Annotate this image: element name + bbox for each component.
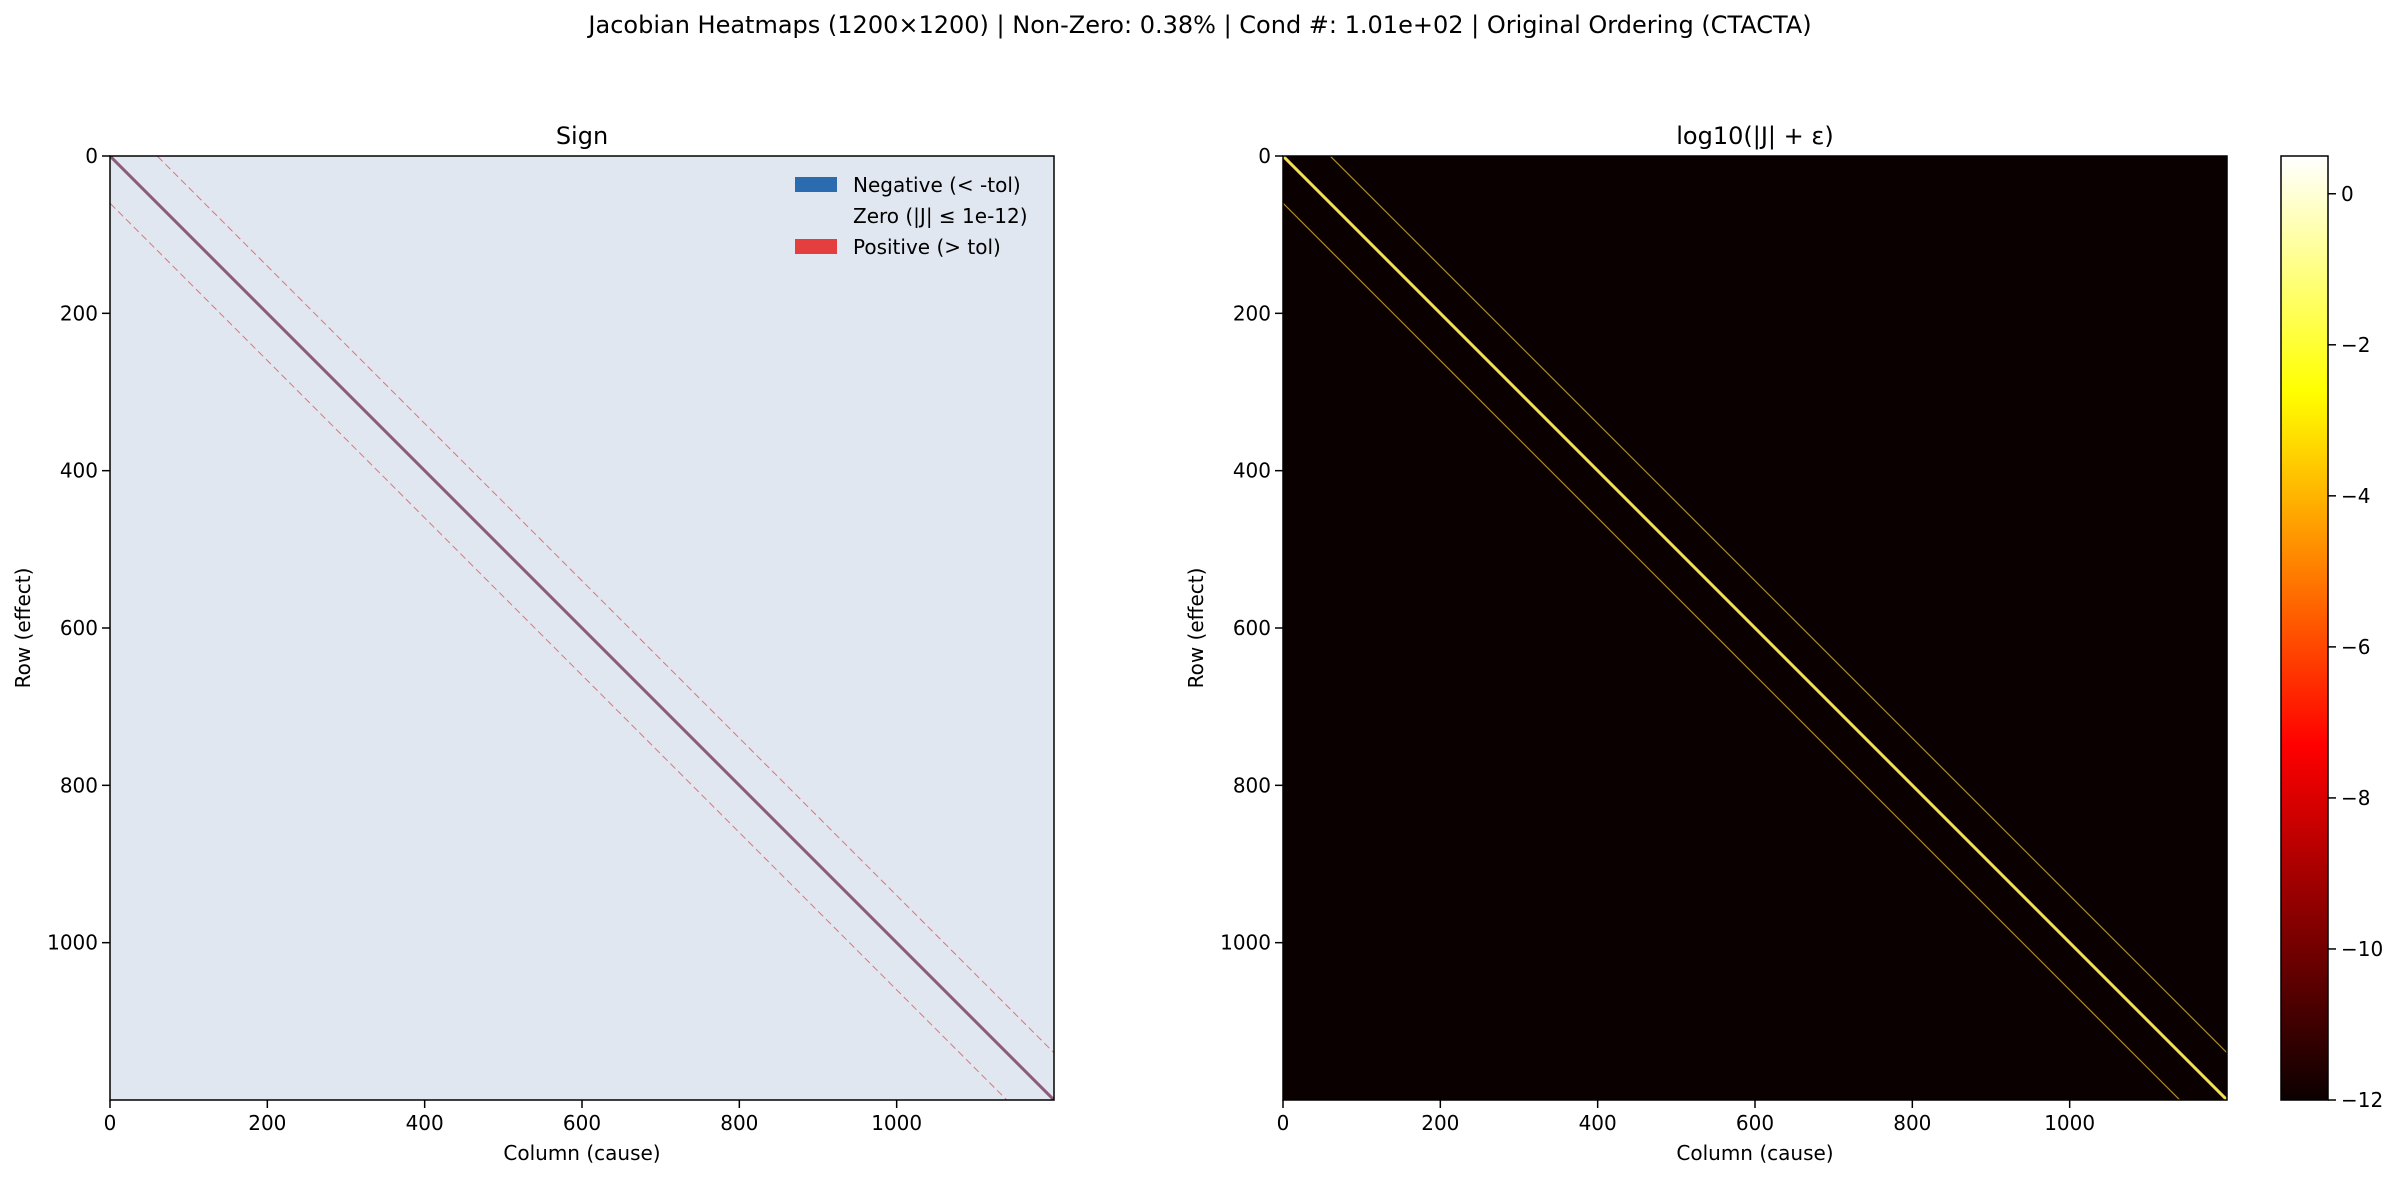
log-y-tick-label: 800 [1233,773,1271,797]
colorbar-tick-label: −12 [2341,1088,2383,1112]
log-x-axis-label: Column (cause) [1676,1141,1833,1165]
colorbar-gradient [2280,155,2329,1101]
sign-x-tick-label: 1000 [871,1111,922,1135]
sign-x-tick-label: 0 [104,1111,117,1135]
log-y-tick-label: 600 [1233,616,1271,640]
legend-label-negative: Negative (< -tol) [853,173,1021,197]
sign-panel-title: Sign [556,122,608,150]
sign-band-offset-lower [110,203,1007,1100]
sign-band-offset-upper [157,156,1054,1053]
legend-label-positive: Positive (> tol) [853,235,1001,259]
sign-y-axis-label: Row (effect) [11,568,35,689]
legend-swatch-zero [795,208,837,223]
log-x-axis: 0 200 400 600 800 1000 [1277,1100,2095,1135]
sign-x-axis: 0 200 400 600 800 1000 [104,1100,922,1135]
log-y-tick-label: 200 [1233,301,1271,325]
sign-legend: Negative (< -tol) Zero (|J| ≤ 1e-12) Pos… [795,173,1028,259]
log-band-offset-lower [1283,203,2180,1100]
log-x-tick-label: 0 [1277,1111,1290,1135]
log-panel-title: log10(|J| + ε) [1676,122,1833,150]
log-band-offset-main [1283,156,2227,1100]
legend-swatch-positive [795,239,837,254]
log-y-tick-label: 400 [1233,459,1271,483]
log-y-tick-label: 0 [1258,144,1271,168]
colorbar-tick-label: −4 [2341,484,2370,508]
log-x-tick-label: 1000 [2044,1111,2095,1135]
colorbar-tick-label: −10 [2341,937,2383,961]
log-heatmap-bands [1283,156,2227,1100]
sign-x-tick-label: 200 [248,1111,286,1135]
legend-swatch-negative [795,177,837,192]
colorbar-tick-label: −6 [2341,635,2370,659]
sign-y-tick-label: 0 [85,144,98,168]
figure-title: Jacobian Heatmaps (1200×1200) | Non-Zero… [586,11,1811,39]
log-y-axis: 0 200 400 600 800 1000 [1220,144,1283,955]
sign-y-axis: 0 200 400 600 800 1000 [47,144,110,955]
sign-panel: Sign 0 200 400 600 800 1000 0 200 400 600 800 1000… [11,122,1055,1165]
log-y-axis-label: Row (effect) [1184,568,1208,689]
sign-y-tick-label: 600 [60,616,98,640]
log-band-offset-upper [1330,156,2227,1053]
sign-y-tick-label: 1000 [47,931,98,955]
sign-band-offset-main [110,156,1054,1100]
log-y-tick-label: 1000 [1220,931,1271,955]
sign-y-tick-label: 800 [60,773,98,797]
sign-y-tick-label: 400 [60,459,98,483]
legend-label-zero: Zero (|J| ≤ 1e-12) [853,204,1028,228]
sign-y-tick-label: 200 [60,301,98,325]
log-x-tick-label: 800 [1893,1111,1931,1135]
sign-x-axis-label: Column (cause) [503,1141,660,1165]
colorbar: 0 −2 −4 −6 −8 −10 −12 [2280,155,2383,1112]
sign-x-tick-label: 600 [563,1111,601,1135]
sign-x-tick-label: 400 [406,1111,444,1135]
log-x-tick-label: 600 [1736,1111,1774,1135]
log-x-tick-label: 200 [1421,1111,1459,1135]
sign-x-tick-label: 800 [720,1111,758,1135]
colorbar-tick-label: 0 [2341,182,2354,206]
sign-heatmap-bands [110,156,1054,1100]
colorbar-ticks: 0 −2 −4 −6 −8 −10 −12 [2328,182,2383,1112]
log-x-tick-label: 400 [1579,1111,1617,1135]
log-panel: log10(|J| + ε) 0 200 400 600 800 1000 0 200 400… [1184,122,2383,1165]
colorbar-tick-label: −2 [2341,333,2370,357]
colorbar-tick-label: −8 [2341,786,2370,810]
